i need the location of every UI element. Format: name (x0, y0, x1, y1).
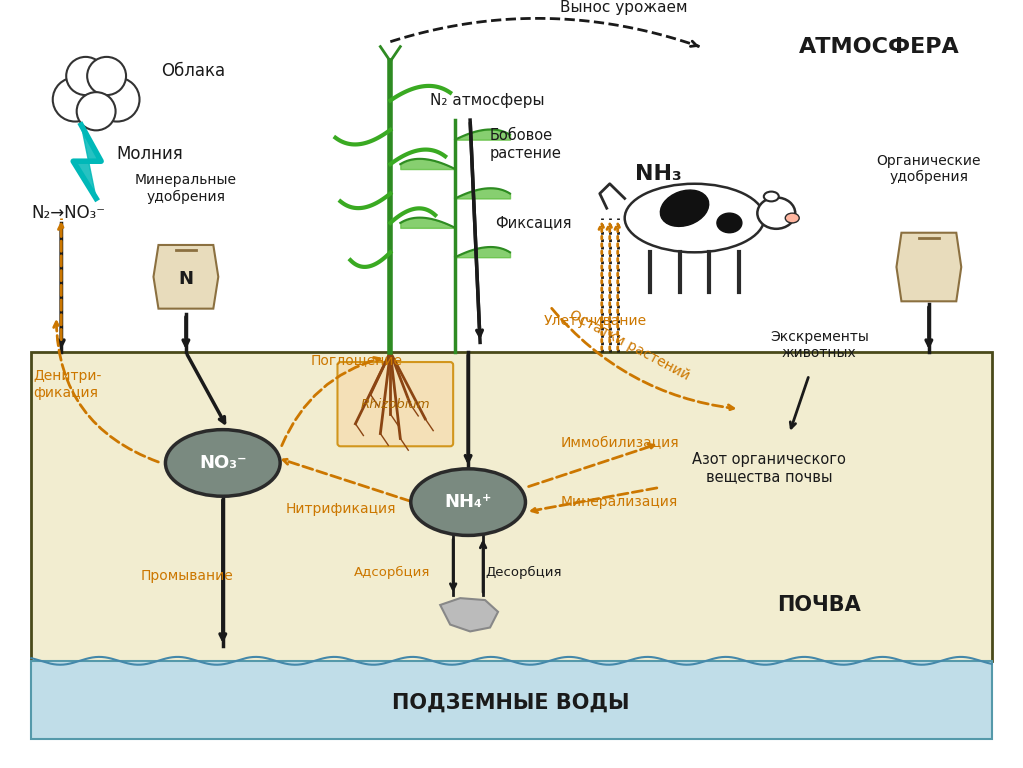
Text: NH₃: NH₃ (634, 164, 681, 184)
Text: Нитрификация: Нитрификация (285, 502, 396, 516)
Polygon shape (153, 245, 218, 309)
Text: Промывание: Промывание (141, 568, 234, 583)
Ellipse shape (764, 191, 779, 201)
Text: Денитри-
фикация: Денитри- фикация (34, 369, 101, 399)
Bar (32, 660, 991, 739)
Text: Остатки растений: Остатки растений (567, 308, 693, 383)
Text: N₂ атмосферы: N₂ атмосферы (431, 93, 544, 108)
Text: NH₄⁺: NH₄⁺ (444, 493, 492, 511)
Circle shape (87, 57, 126, 95)
Circle shape (66, 61, 126, 120)
Text: АТМОСФЕРА: АТМОСФЕРА (799, 37, 960, 57)
Text: ПОЧВА: ПОЧВА (777, 595, 861, 615)
Ellipse shape (717, 214, 742, 233)
Text: Азот органического
вещества почвы: Азот органического вещества почвы (693, 452, 846, 484)
Text: Вынос урожаем: Вынос урожаем (560, 0, 687, 15)
Text: N: N (178, 270, 193, 288)
Ellipse shape (661, 190, 709, 227)
Text: Экскременты
животных: Экскременты животных (769, 330, 869, 360)
FancyBboxPatch shape (338, 362, 453, 446)
Polygon shape (440, 598, 498, 631)
Bar (32, 353, 991, 660)
Ellipse shape (411, 468, 526, 535)
Text: Адсорбция: Адсорбция (354, 566, 431, 579)
Circle shape (77, 92, 116, 131)
Text: Улетучивание: Улетучивание (543, 314, 647, 328)
Text: Молния: Молния (116, 145, 183, 164)
Ellipse shape (625, 184, 764, 253)
Ellipse shape (166, 429, 280, 496)
Text: Иммобилизация: Иммобилизация (561, 436, 679, 450)
Polygon shape (74, 125, 101, 198)
Text: Органические
удобрения: Органические удобрения (877, 154, 981, 184)
Circle shape (66, 57, 105, 95)
Text: NO₃⁻: NO₃⁻ (199, 454, 247, 472)
Text: Rhizobium: Rhizobium (360, 398, 430, 411)
Text: Облака: Облака (161, 62, 225, 80)
Text: Минеральные
удобрения: Минеральные удобрения (135, 174, 237, 204)
Text: Десорбция: Десорбция (485, 566, 562, 579)
Text: Поглощение: Поглощение (311, 353, 402, 367)
Text: Бобовое
растение: Бобовое растение (490, 128, 562, 161)
Text: ПОДЗЕМНЫЕ ВОДЫ: ПОДЗЕМНЫЕ ВОДЫ (392, 693, 630, 713)
Circle shape (53, 78, 97, 121)
Polygon shape (896, 233, 962, 301)
Circle shape (95, 78, 139, 121)
Ellipse shape (786, 214, 799, 223)
Text: Минерализация: Минерализация (561, 495, 678, 509)
Text: Фиксация: Фиксация (495, 216, 572, 230)
Text: N₂→NO₃⁻: N₂→NO₃⁻ (32, 204, 105, 222)
Ellipse shape (757, 197, 795, 229)
